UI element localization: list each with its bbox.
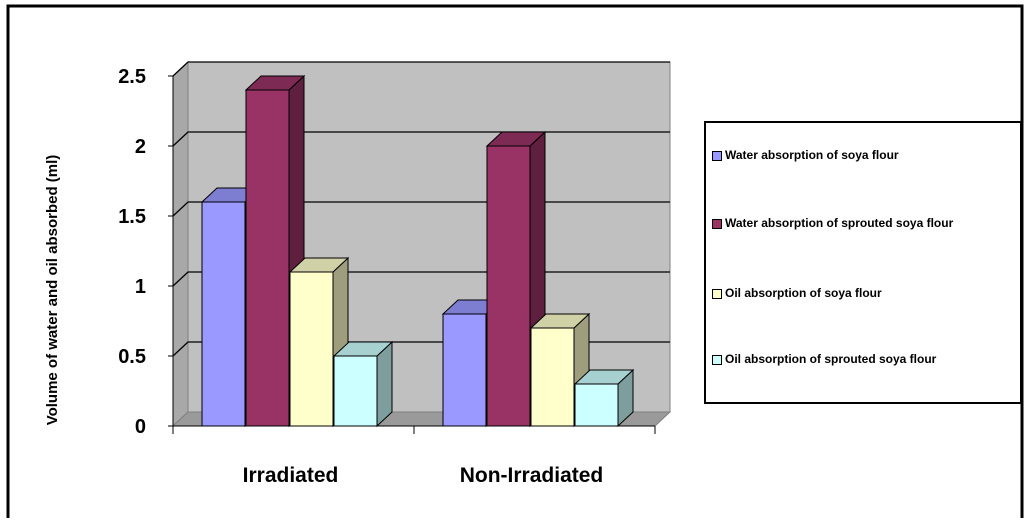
legend-item-oil-soya: Oil absorption of soya flour [712,283,1012,303]
bar-top [573,369,635,385]
y-tick-label: 1.5 [118,206,146,228]
plot-area: 0 0.5 1 1.5 2 2.5 Irradiated Non-Irradiated [118,60,672,487]
legend-swatch-water-soya [712,151,722,161]
bar-front [333,355,378,427]
bar-top [485,131,547,147]
bar-side [376,340,393,428]
bar-top [288,257,350,273]
legend-item-oil-sprouted: Oil absorption of sprouted soya flour [712,349,1012,369]
legend-swatch-oil-sprouted [712,355,722,365]
legend-item-water-soya: Water absorption of soya flour [712,145,1012,165]
legend: Water absorption of soya flour Water abs… [704,121,1022,404]
bar-front [442,313,487,427]
legend-swatch-oil-soya [712,289,722,299]
bar-front [530,327,575,427]
legend-label: Oil absorption of soya flour [725,286,882,300]
y-tick-label: 1 [135,276,146,298]
bar-top [529,313,591,329]
y-axis-title: Volume of water and oil absorbed (ml) [44,155,61,426]
y-tick-label: 2 [135,136,146,158]
y-tick-label: 0.5 [118,346,146,368]
legend-item-water-sprouted: Water absorption of sprouted soya flour [712,213,1012,233]
bar-top [332,341,394,357]
y-tick-label: 0 [135,416,146,438]
legend-swatch-water-sprouted [712,219,722,229]
x-category-label: Irradiated [243,464,339,487]
bar-front [245,89,290,427]
y-tick-label: 2.5 [118,66,146,88]
bar-front [486,145,531,427]
legend-label: Water absorption of sprouted soya flour [725,216,954,230]
legend-label: Water absorption of soya flour [725,148,899,162]
bar-front [201,201,246,427]
gridline [172,61,670,77]
x-category-label: Non-Irradiated [460,464,604,487]
bar-top [244,75,306,91]
bar-front [574,383,619,427]
bar-front [289,271,334,427]
side-wall [172,60,189,428]
legend-label: Oil absorption of sprouted soya flour [725,352,937,366]
